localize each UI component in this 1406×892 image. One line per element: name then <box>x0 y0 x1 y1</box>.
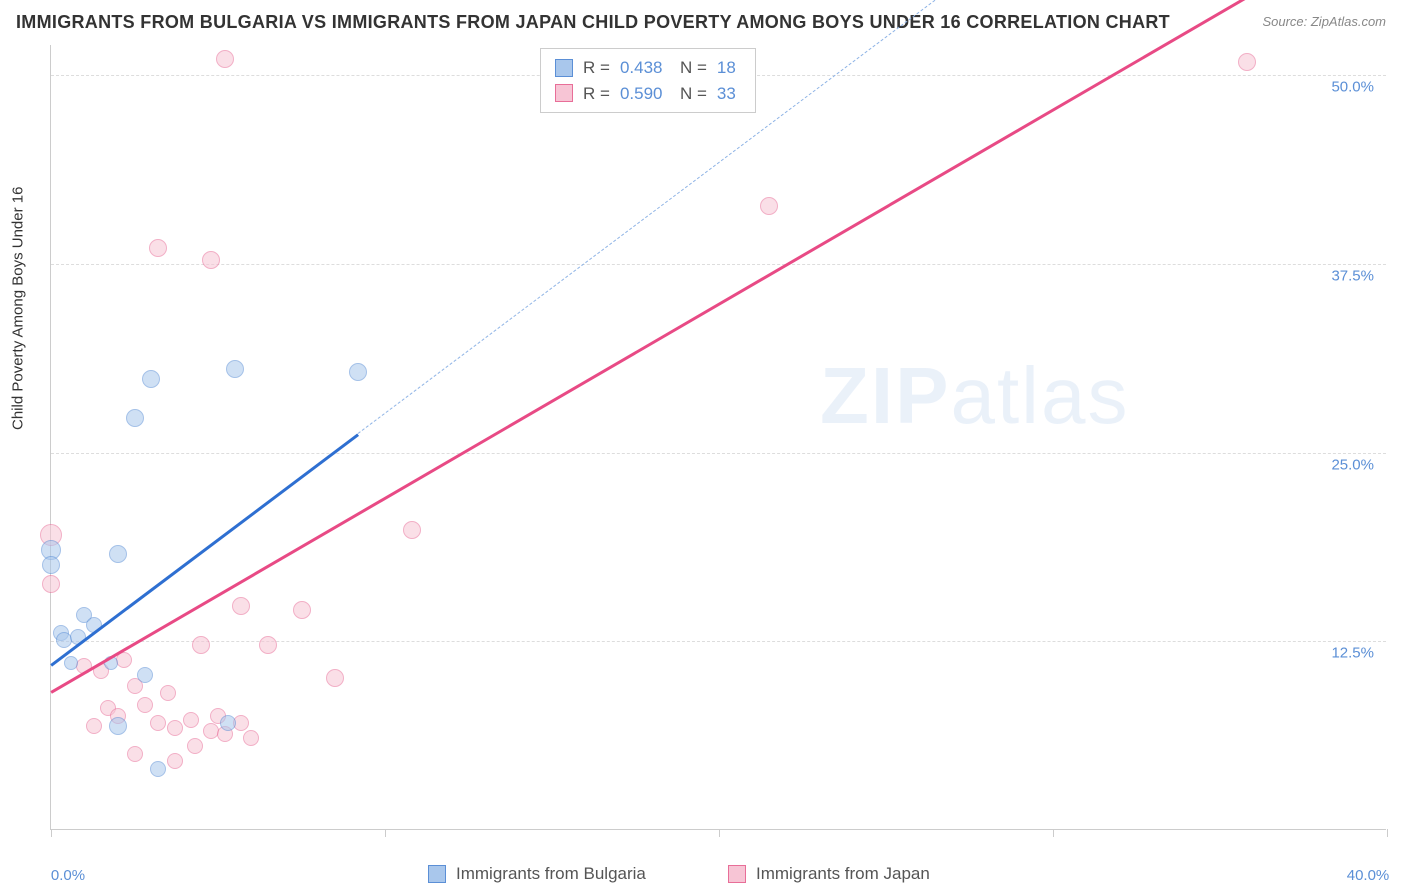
data-point <box>150 715 166 731</box>
data-point <box>126 409 144 427</box>
data-point <box>326 669 344 687</box>
data-point <box>187 738 203 754</box>
legend-item: Immigrants from Bulgaria <box>428 864 646 884</box>
y-tick-label: 25.0% <box>1331 456 1374 473</box>
data-point <box>109 717 127 735</box>
swatch-icon <box>555 84 573 102</box>
stats-row: R = 0.590 N = 33 <box>555 81 741 107</box>
stat-n-label: N = <box>680 55 707 81</box>
data-point <box>202 251 220 269</box>
stats-box: R = 0.438 N = 18 R = 0.590 N = 33 <box>540 48 756 113</box>
data-point <box>150 761 166 777</box>
data-point <box>760 197 778 215</box>
data-point <box>42 575 60 593</box>
y-axis-label: Child Poverty Among Boys Under 16 <box>10 187 27 430</box>
swatch-icon <box>428 865 446 883</box>
legend-label: Immigrants from Bulgaria <box>456 864 646 884</box>
trend-line <box>50 433 359 666</box>
data-point <box>226 360 244 378</box>
stats-row: R = 0.438 N = 18 <box>555 55 741 81</box>
data-point <box>243 730 259 746</box>
legend-item: Immigrants from Japan <box>728 864 930 884</box>
swatch-icon <box>555 59 573 77</box>
data-point <box>1238 53 1256 71</box>
stat-r-value: 0.590 <box>620 81 670 107</box>
data-point <box>127 746 143 762</box>
data-point <box>167 720 183 736</box>
data-point <box>167 753 183 769</box>
data-point <box>259 636 277 654</box>
data-point <box>220 715 236 731</box>
y-tick-label: 12.5% <box>1331 645 1374 662</box>
data-point <box>64 656 78 670</box>
data-point <box>86 718 102 734</box>
data-point <box>160 685 176 701</box>
data-point <box>216 50 234 68</box>
x-tick-label: 40.0% <box>1347 867 1390 884</box>
gridline <box>51 453 1386 454</box>
data-point <box>232 597 250 615</box>
data-point <box>149 239 167 257</box>
swatch-icon <box>728 865 746 883</box>
stat-n-label: N = <box>680 81 707 107</box>
stat-r-value: 0.438 <box>620 55 670 81</box>
gridline <box>51 264 1386 265</box>
data-point <box>137 667 153 683</box>
data-point <box>349 363 367 381</box>
data-point <box>109 545 127 563</box>
x-tick <box>719 829 720 837</box>
data-point <box>183 712 199 728</box>
stat-r-label: R = <box>583 55 610 81</box>
x-tick <box>385 829 386 837</box>
data-point <box>403 521 421 539</box>
x-tick-label: 0.0% <box>51 867 85 884</box>
stat-n-value: 33 <box>717 81 741 107</box>
trend-extension <box>358 0 1187 434</box>
data-point <box>192 636 210 654</box>
x-tick <box>1053 829 1054 837</box>
x-tick <box>1387 829 1388 837</box>
data-point <box>116 652 132 668</box>
plot-area: 12.5% 25.0% 37.5% 50.0% <box>50 45 1386 830</box>
y-tick-label: 50.0% <box>1331 79 1374 96</box>
gridline <box>51 641 1386 642</box>
stat-n-value: 18 <box>717 55 741 81</box>
y-tick-label: 37.5% <box>1331 267 1374 284</box>
data-point <box>293 601 311 619</box>
data-point <box>142 370 160 388</box>
stat-r-label: R = <box>583 81 610 107</box>
legend-label: Immigrants from Japan <box>756 864 930 884</box>
data-point <box>42 556 60 574</box>
x-tick <box>51 829 52 837</box>
source-label: Source: ZipAtlas.com <box>1262 14 1386 29</box>
chart-title: IMMIGRANTS FROM BULGARIA VS IMMIGRANTS F… <box>16 12 1170 33</box>
data-point <box>137 697 153 713</box>
